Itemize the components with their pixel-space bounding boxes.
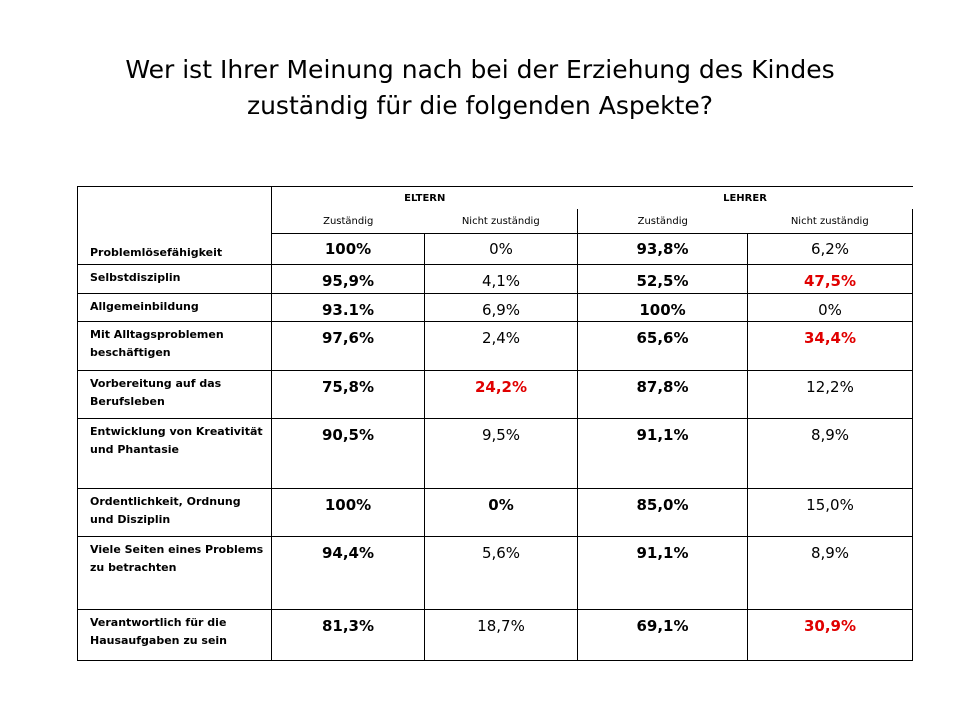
table-cell: 100%: [271, 488, 425, 537]
table-cell: 69,1%: [577, 609, 748, 661]
row-label: Allgemeinbildung: [77, 293, 272, 322]
slide-title: Wer ist Ihrer Meinung nach bei der Erzie…: [0, 52, 960, 124]
table-cell: 91,1%: [577, 418, 748, 489]
row-label: Vorbereitung auf das Berufsleben: [77, 370, 272, 419]
table-row: Viele Seiten eines Problems zu betrachte…: [77, 536, 913, 610]
row-label: Mit Alltagsproblemen beschäftigen: [77, 321, 272, 371]
table-cell: 100%: [271, 233, 425, 265]
table-row: Mit Alltagsproblemen beschäftigen 97,6% …: [77, 321, 913, 371]
table-row: Ordentlichkeit, Ordnung und Disziplin 10…: [77, 488, 913, 537]
table-cell: 93.1%: [271, 293, 425, 322]
table-cell: 85,0%: [577, 488, 748, 537]
table-cell: 52,5%: [577, 264, 748, 294]
table-cell: 18,7%: [424, 609, 578, 661]
table-cell: 12,2%: [747, 370, 913, 419]
row-label: Problemlösefähigkeit: [77, 186, 272, 265]
subheader-eltern-nicht-zustaendig: Nicht zuständig: [424, 209, 578, 234]
table-cell: 47,5%: [747, 264, 913, 294]
row-label: Ordentlichkeit, Ordnung und Disziplin: [77, 488, 272, 537]
title-line-2: zuständig für die folgenden Aspekte?: [246, 91, 714, 120]
table-row: Verantwortlich für die Hausaufgaben zu s…: [77, 609, 913, 661]
table-cell: 93,8%: [577, 233, 748, 265]
table-cell: 97,6%: [271, 321, 425, 371]
title-line-1: Wer ist Ihrer Meinung nach bei der Erzie…: [125, 55, 835, 84]
table-cell: 81,3%: [271, 609, 425, 661]
table-cell: 15,0%: [747, 488, 913, 537]
row-label: Entwicklung von Kreativität und Phantasi…: [77, 418, 272, 489]
table-row: Entwicklung von Kreativität und Phantasi…: [77, 418, 913, 489]
table-cell: 94,4%: [271, 536, 425, 610]
table-cell: 2,4%: [424, 321, 578, 371]
survey-table-wrapper: Problemlösefähigkeit ELTERN LEHRER Zustä…: [77, 186, 913, 661]
subheader-lehrer-nicht-zustaendig: Nicht zuständig: [747, 209, 913, 234]
table-row: Allgemeinbildung 93.1% 6,9% 100% 0%: [77, 293, 913, 322]
group-header-lehrer: LEHRER: [577, 186, 913, 209]
table-cell: 0%: [424, 233, 578, 265]
table-cell: 34,4%: [747, 321, 913, 371]
table-cell: 24,2%: [424, 370, 578, 419]
table-cell: 0%: [747, 293, 913, 322]
subheader-lehrer-zustaendig: Zuständig: [637, 215, 688, 227]
table-cell: 87,8%: [577, 370, 748, 419]
table-cell: 30,9%: [747, 609, 913, 661]
table-cell: 4,1%: [424, 264, 578, 294]
survey-table: Problemlösefähigkeit ELTERN LEHRER Zustä…: [77, 186, 913, 661]
table-cell: 75,8%: [271, 370, 425, 419]
row-label: Viele Seiten eines Problems zu betrachte…: [77, 536, 272, 610]
table-cell: 6,2%: [747, 233, 913, 265]
table-row: Vorbereitung auf das Berufsleben 75,8% 2…: [77, 370, 913, 419]
table-cell: 8,9%: [747, 418, 913, 489]
table-cell: 6,9%: [424, 293, 578, 322]
table-cell: 100%: [577, 293, 748, 322]
table-cell: 8,9%: [747, 536, 913, 610]
table-cell: 91,1%: [577, 536, 748, 610]
table-row: Selbstdisziplin 95,9% 4,1% 52,5% 47,5%: [77, 264, 913, 294]
table-cell: 9,5%: [424, 418, 578, 489]
row-label: Verantwortlich für die Hausaufgaben zu s…: [77, 609, 272, 661]
row-label: Selbstdisziplin: [77, 264, 272, 294]
group-header-eltern: ELTERN: [271, 186, 578, 209]
table-cell: 65,6%: [577, 321, 748, 371]
table-cell: 90,5%: [271, 418, 425, 489]
subheader-eltern-zustaendig: Zuständig: [323, 215, 374, 227]
table-cell: 5,6%: [424, 536, 578, 610]
table-cell: 95,9%: [271, 264, 425, 294]
table-cell: 0%: [424, 488, 578, 537]
